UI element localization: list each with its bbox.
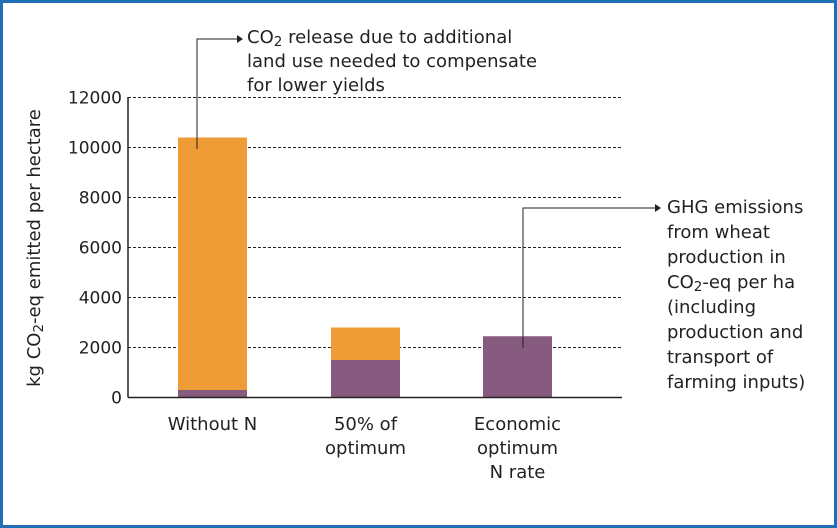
arrow-icon	[655, 204, 661, 212]
x-tick-label: optimum	[477, 438, 558, 459]
y-tick-label: 2000	[79, 339, 122, 359]
annotation-text: production in	[667, 247, 786, 268]
annotation-text: from wheat	[667, 222, 770, 243]
x-tick-label: optimum	[325, 438, 406, 459]
annotation-leader	[196, 38, 237, 149]
bar-segment	[178, 390, 247, 398]
bar-segment	[331, 360, 400, 398]
y-tick-label: 10000	[68, 139, 122, 159]
annotation-text: (including	[667, 297, 756, 318]
annotation-text: GHG emissions	[667, 197, 803, 218]
annotation-text: CO2 release due to additional	[247, 27, 512, 50]
annotation-text: CO2-eq per ha	[667, 272, 795, 295]
annotation-leader	[522, 207, 655, 348]
annotation-text: transport of	[667, 347, 774, 368]
y-axis-label: kg CO2-eq emitted per hectare	[24, 109, 47, 387]
x-tick-label: Economic	[474, 414, 561, 435]
annotation-text: production and	[667, 322, 803, 343]
x-tick-label: Without N	[168, 414, 258, 435]
y-tick-label: 8000	[79, 189, 122, 209]
arrow-icon	[237, 35, 243, 43]
y-tick-label: 0	[111, 389, 122, 409]
x-tick-label: 50% of	[334, 414, 398, 435]
bar-segment	[178, 137, 247, 390]
stacked-bar-chart: 0 2000 4000 6000 8000 10000 12000 Without N 50% …	[24, 27, 805, 483]
y-tick-label: 4000	[79, 289, 122, 309]
y-tick-label: 12000	[68, 89, 122, 109]
annotation-text: farming inputs)	[667, 372, 805, 393]
y-tick-label: 6000	[79, 239, 122, 259]
bar-segment	[483, 336, 552, 398]
bar-segment	[331, 327, 400, 360]
x-tick-label: N rate	[490, 462, 546, 483]
annotation-text: land use needed to compensate	[247, 51, 537, 72]
annotation-text: for lower yields	[247, 75, 385, 96]
